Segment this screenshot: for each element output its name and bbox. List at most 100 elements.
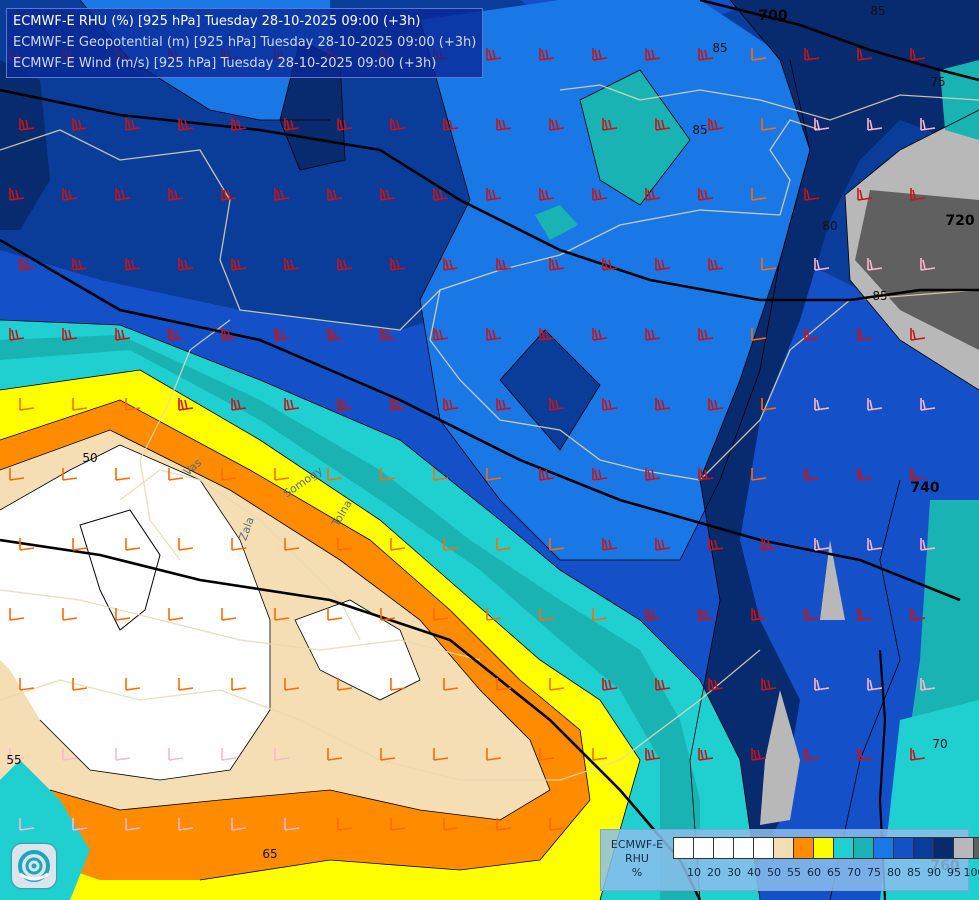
legend-tick: 95 [947, 866, 961, 879]
title-geopotential: ECMWF-E Geopotential (m) [925 hPa] Tuesd… [13, 35, 477, 50]
wind-barb [72, 118, 88, 131]
legend-title: ECMWF-E RHU % [601, 838, 673, 880]
wind-barb [115, 608, 131, 621]
wind-barb [857, 188, 873, 201]
wind-barb [910, 188, 926, 201]
legend-swatch [753, 837, 774, 859]
wind-barb [178, 118, 194, 131]
wind-barb [284, 118, 300, 131]
wind-barb [274, 188, 290, 201]
wind-barb [549, 678, 565, 691]
title-wind: ECMWF-E Wind (m/s) [925 hPa] Tuesday 28-… [13, 56, 437, 71]
wind-barb [62, 608, 78, 621]
wind-barb [9, 328, 25, 341]
legend-swatch [833, 837, 854, 859]
geopotential-line [699, 0, 979, 82]
swirl-logo-icon[interactable] [12, 844, 56, 888]
wind-barb [592, 748, 608, 761]
wind-barb [125, 118, 141, 131]
wind-barb [655, 538, 671, 551]
wind-barb [539, 748, 555, 761]
wind-barb [592, 48, 608, 61]
wind-barb [284, 398, 300, 411]
wind-barb [549, 118, 565, 131]
rhu-contour [0, 399, 591, 881]
wind-barb [539, 328, 555, 341]
wind-barb [178, 538, 194, 551]
rhu-field-75-topright [940, 60, 979, 140]
wind-barb [814, 118, 830, 131]
wind-barb [761, 118, 777, 131]
wind-barb [433, 328, 449, 341]
wind-barb [274, 748, 290, 761]
wind-barb [761, 538, 777, 551]
map-title-box: ECMWF-E RHU (%) [925 hPa] Tuesday 28-10-… [6, 8, 484, 78]
wind-barb [72, 398, 88, 411]
wind-barb [698, 328, 714, 341]
wind-barb [602, 538, 618, 551]
legend-title-model: ECMWF-E [610, 838, 664, 851]
wind-barb [390, 678, 406, 691]
rhu-contour [844, 109, 979, 391]
wind-barb [708, 398, 724, 411]
border-line [139, 319, 231, 561]
wind-barb [761, 678, 777, 691]
wind-barb [443, 398, 459, 411]
wind-barb [433, 188, 449, 201]
wind-barb [168, 328, 184, 341]
wind-barb [857, 748, 873, 761]
wind-barb [857, 328, 873, 341]
wind-barb [62, 468, 78, 481]
wind-barb [433, 748, 449, 761]
wind-barb [867, 398, 883, 411]
rhu-contour-label: 80 [822, 219, 837, 233]
wind-barb [284, 538, 300, 551]
wind-barb [549, 398, 565, 411]
wind-barb [390, 538, 406, 551]
wind-barb [443, 678, 459, 691]
wind-barb [380, 468, 396, 481]
wind-barb [9, 468, 25, 481]
wind-barb [645, 328, 661, 341]
wind-barb [231, 118, 247, 131]
wind-barb [380, 188, 396, 201]
wind-barb [549, 258, 565, 271]
legend-swatch [933, 837, 954, 859]
wind-barb [9, 608, 25, 621]
wind-barb [698, 468, 714, 481]
wind-barb [486, 608, 502, 621]
rhu-contour [0, 319, 761, 900]
rhu-field-90 [690, 0, 979, 900]
wind-barb [327, 468, 343, 481]
rhu-legend: ECMWF-E RHU % 10 20 30 40 50 55 60 65 70 75 80 85 90… [600, 829, 979, 891]
wind-barb [496, 258, 512, 271]
rhu-contour [829, 479, 901, 900]
legend-swatch [873, 837, 894, 859]
rhu-contour-label: 85 [692, 123, 707, 137]
wind-barb [645, 608, 661, 621]
wind-barb [443, 818, 459, 831]
wind-barb [814, 258, 830, 271]
legend-tick: 75 [867, 866, 881, 879]
wind-barb [231, 258, 247, 271]
rhu-contour [294, 599, 421, 701]
legend-swatch [913, 837, 934, 859]
wind-barb [125, 818, 141, 831]
legend-swatch [953, 837, 974, 859]
legend-swatch [793, 837, 814, 859]
wind-barb [910, 608, 926, 621]
wind-barb [751, 468, 767, 481]
legend-swatches [673, 837, 979, 859]
wind-barb [751, 608, 767, 621]
legend-tick: 40 [747, 866, 761, 879]
wind-barb [804, 48, 820, 61]
wind-barb [549, 538, 565, 551]
wind-barb [72, 818, 88, 831]
rhu-contour-label: 55 [6, 753, 21, 767]
wind-barb [751, 48, 767, 61]
wind-barb [284, 678, 300, 691]
legend-swatch [713, 837, 734, 859]
wind-barb [496, 818, 512, 831]
